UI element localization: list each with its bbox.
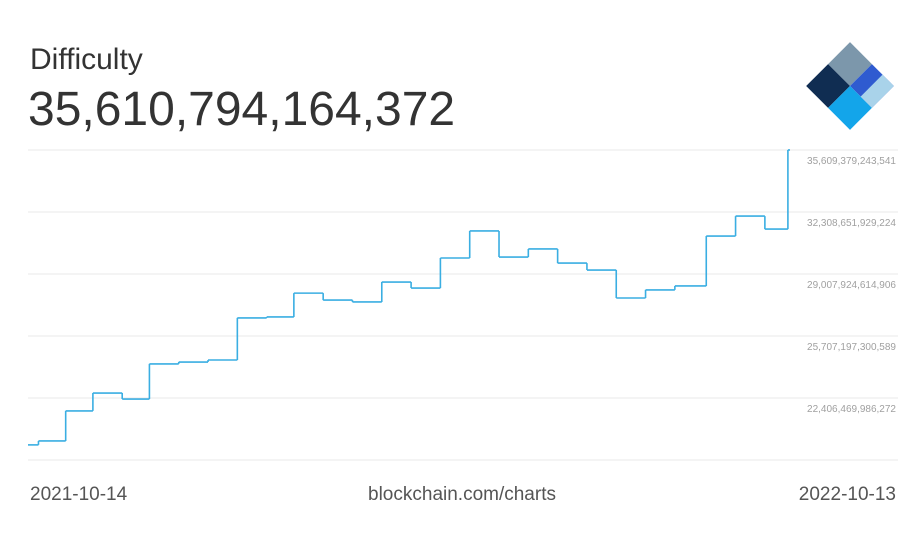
y-tick-label: 22,406,469,986,272 (807, 404, 896, 415)
x-tick-label: 2021-10-14 (30, 484, 128, 505)
y-tick-label: 25,707,197,300,589 (807, 342, 896, 353)
logo-piece (860, 74, 894, 108)
step-riser (37, 149, 789, 445)
logo (806, 42, 894, 130)
logo-piece (828, 42, 872, 86)
current-value: 35,610,794,164,372 (28, 83, 455, 136)
y-tick-label: 35,609,379,243,541 (807, 156, 896, 167)
source: blockchain.com/charts (368, 484, 556, 505)
logo-piece (828, 86, 872, 130)
chart-title: Difficulty (30, 43, 143, 76)
y-tick-label: 32,308,651,929,224 (807, 218, 896, 229)
y-tick-label: 29,007,924,614,906 (807, 280, 896, 291)
x-tick-label: 2022-10-13 (799, 484, 896, 505)
